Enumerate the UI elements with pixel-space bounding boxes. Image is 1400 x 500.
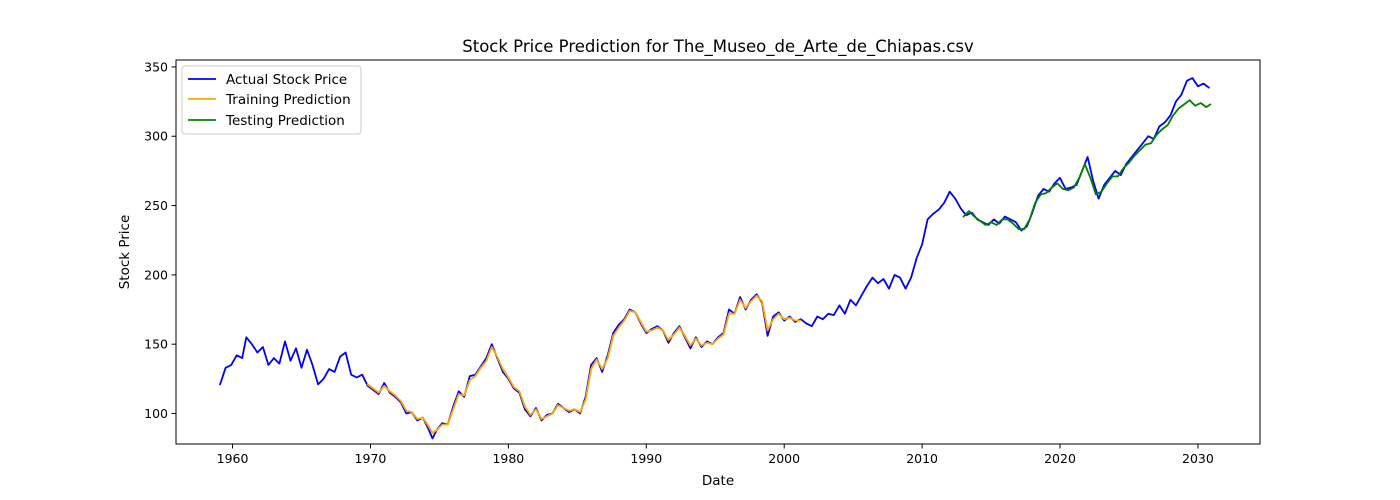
x-tick-label: 1980: [492, 451, 524, 466]
chart-title: Stock Price Prediction for The_Museo_de_…: [462, 37, 974, 57]
y-tick-label: 350: [144, 59, 168, 74]
x-axis-label: Date: [702, 473, 734, 489]
y-tick-label: 100: [144, 406, 168, 421]
x-tick-label: 1990: [630, 451, 662, 466]
legend: Actual Stock Price Training Prediction T…: [181, 65, 362, 135]
x-tick-label: 2020: [1044, 451, 1076, 466]
y-axis: 100 150 200 250 300 350: [144, 59, 176, 421]
x-tick-label: 1970: [355, 451, 387, 466]
y-tick-label: 200: [144, 267, 168, 282]
plot-lines: [219, 77, 1212, 440]
x-tick-label: 2000: [768, 451, 800, 466]
x-tick-label: 1960: [217, 451, 249, 466]
legend-label-testing: Testing Prediction: [225, 113, 345, 129]
x-tick-label: 2030: [1182, 451, 1214, 466]
plot-frame: [175, 59, 1261, 445]
y-tick-label: 300: [144, 129, 168, 144]
series-line-1: [366, 294, 802, 434]
series-line-2: [962, 99, 1212, 230]
y-tick-label: 250: [144, 198, 168, 213]
x-axis: 1960 1970 1980 1990 2000 2010 2020 2030: [217, 444, 1214, 466]
legend-label-training: Training Prediction: [225, 92, 351, 108]
x-tick-label: 2010: [906, 451, 938, 466]
y-axis-label: Stock Price: [117, 215, 133, 290]
legend-box: [181, 65, 362, 135]
y-tick-label: 150: [144, 337, 168, 352]
legend-label-actual: Actual Stock Price: [226, 72, 347, 88]
